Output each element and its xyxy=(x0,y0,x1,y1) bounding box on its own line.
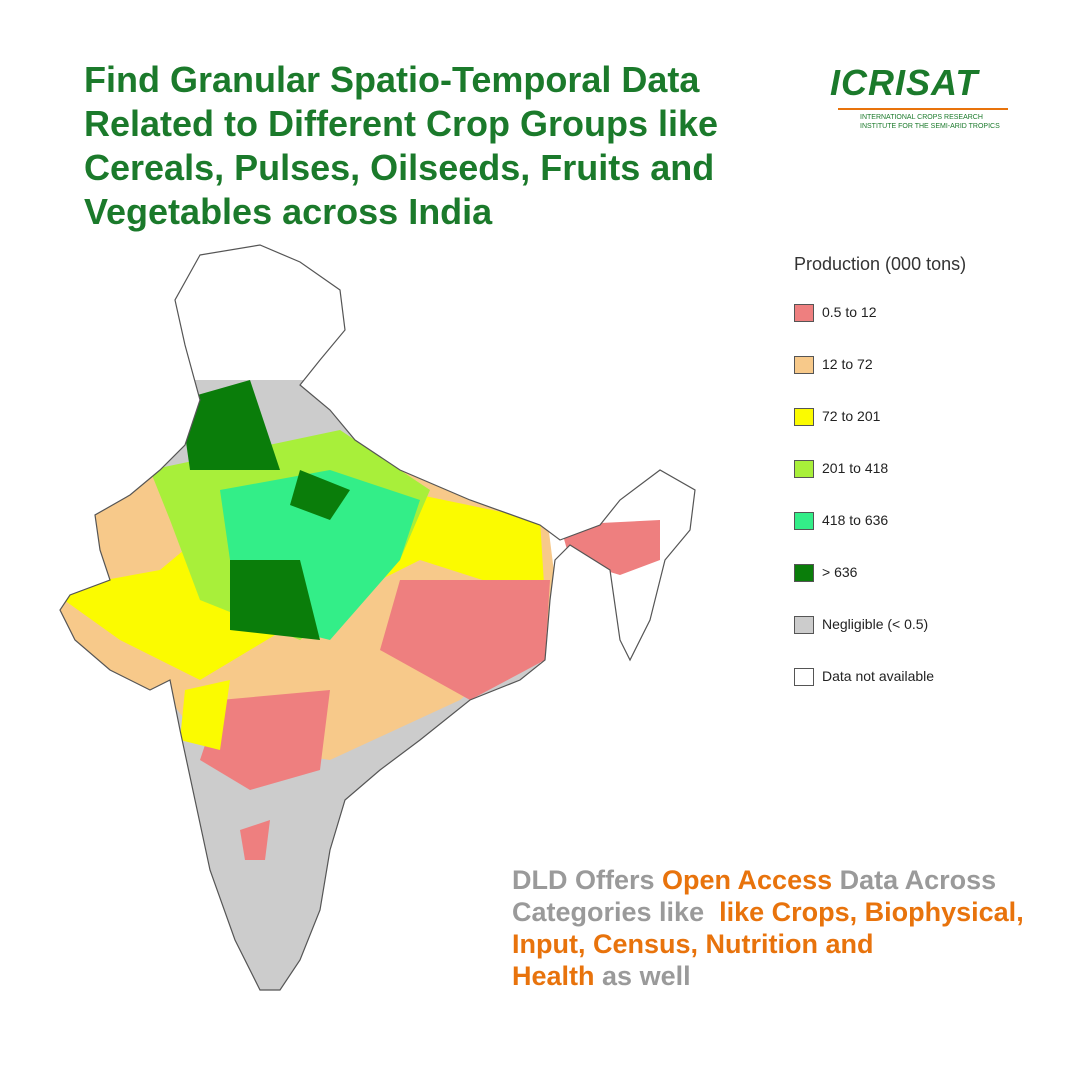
legend-item: 72 to 201 xyxy=(794,408,881,427)
legend-item: Data not available xyxy=(794,668,935,687)
legend-label: > 636 xyxy=(822,564,858,580)
title-line: Vegetables across India xyxy=(84,191,493,232)
legend-item: 418 to 636 xyxy=(794,512,889,531)
footer-text: DLD Offers Open Access Data Across Catego… xyxy=(512,864,1024,992)
legend-swatch xyxy=(794,512,814,531)
footer-line: Input, Census, Nutrition and xyxy=(512,928,1024,960)
footer-segment: Open Access xyxy=(662,865,833,895)
legend-label: 418 to 636 xyxy=(822,512,889,528)
legend-item: 201 to 418 xyxy=(794,460,889,479)
legend-swatch xyxy=(794,356,814,375)
logo: ICRISAT INTERNATIONAL CROPS RESEARCH INST… xyxy=(830,62,1020,131)
title: Find Granular Spatio-Temporal Data Relate… xyxy=(84,58,718,234)
legend-label: Negligible (< 0.5) xyxy=(822,616,929,632)
footer-segment: as well xyxy=(594,961,691,991)
title-line: Related to Different Crop Groups like xyxy=(84,103,719,144)
logo-subtitle: INTERNATIONAL CROPS RESEARCH INSTITUTE FO… xyxy=(860,113,1020,131)
footer-segment: like Crops, Biophysical, xyxy=(711,897,1024,927)
footer-segment: Health xyxy=(512,961,595,991)
legend-swatch xyxy=(794,616,814,635)
footer-line: Health as well xyxy=(512,960,1024,992)
legend-item: 0.5 to 12 xyxy=(794,304,877,323)
legend-label: 0.5 to 12 xyxy=(822,304,877,320)
logo-subtitle-line: INSTITUTE FOR THE SEMI-ARID TROPICS xyxy=(860,123,1000,130)
legend-swatch xyxy=(794,304,814,323)
legend-label: 201 to 418 xyxy=(822,460,889,476)
logo-rule xyxy=(838,108,1008,110)
legend-item: > 636 xyxy=(794,564,858,583)
legend-title: Production (000 tons) xyxy=(794,254,967,274)
legend-swatch xyxy=(794,408,814,427)
legend-swatch xyxy=(794,668,814,687)
footer-line: Categories like like Crops, Biophysical, xyxy=(512,896,1024,928)
footer-segment: DLD Offers xyxy=(512,865,663,895)
footer-segment: Categories like xyxy=(512,897,712,927)
title-line: Cereals, Pulses, Oilseeds, Fruits and xyxy=(84,147,715,188)
legend-label: 72 to 201 xyxy=(822,408,881,424)
legend-label: 12 to 72 xyxy=(822,356,873,372)
title-line: Find Granular Spatio-Temporal Data xyxy=(84,59,700,100)
footer-segment: Data Across xyxy=(832,865,997,895)
legend-item: Negligible (< 0.5) xyxy=(794,616,929,635)
legend-swatch xyxy=(794,460,814,479)
footer-segment: Input, Census, Nutrition and xyxy=(512,929,874,959)
legend-item: 12 to 72 xyxy=(794,356,873,375)
legend-swatch xyxy=(794,564,814,583)
logo-name: ICRISAT xyxy=(830,62,979,103)
logo-subtitle-line: INTERNATIONAL CROPS RESEARCH xyxy=(860,114,983,121)
legend-label: Data not available xyxy=(822,668,935,684)
india-outline xyxy=(59,244,696,991)
footer-line: DLD Offers Open Access Data Across xyxy=(512,864,1024,896)
